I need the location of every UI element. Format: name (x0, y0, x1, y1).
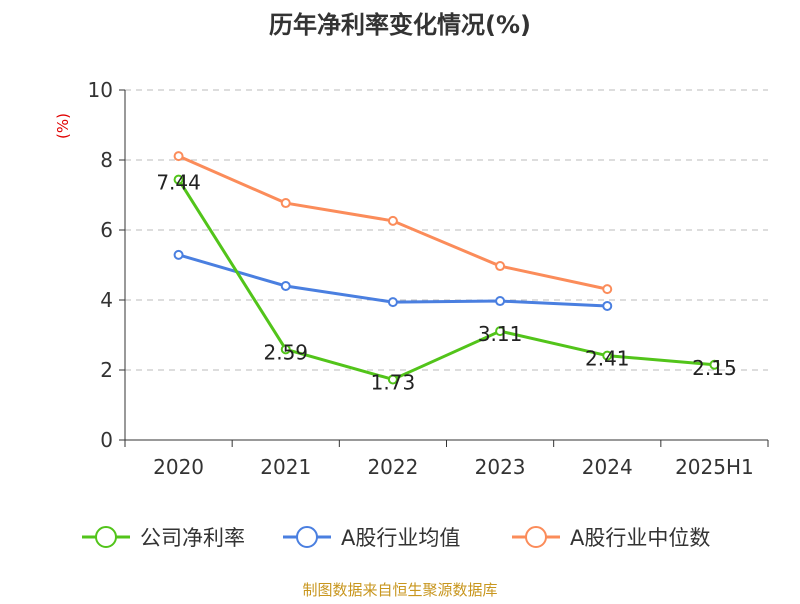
data-point (280, 281, 291, 291)
data-point (602, 284, 613, 295)
data-label: 1.73 (371, 370, 416, 394)
data-point (495, 261, 506, 272)
y-tick-label: 0 (100, 428, 113, 452)
x-tick-label: 2024 (582, 455, 633, 479)
data-point (709, 359, 720, 370)
data-point (280, 344, 291, 355)
data-label: 2.59 (263, 340, 308, 364)
y-tick-label: 6 (100, 218, 113, 242)
x-tick-label: 2022 (367, 455, 418, 479)
y-tick-label: 2 (100, 358, 113, 382)
chart-title: 历年净利率变化情况(%) (269, 11, 531, 39)
y-axis-label: (%) (54, 113, 72, 139)
legend-marker (525, 526, 547, 548)
x-tick-label: 2023 (475, 455, 526, 479)
data-point (602, 350, 613, 361)
legend-marker (95, 526, 117, 548)
legend-marker (296, 526, 318, 548)
data-point (173, 151, 184, 162)
data-label: 7.44 (156, 171, 201, 195)
data-point (387, 374, 398, 385)
data-point (173, 249, 184, 260)
y-tick-label: 4 (100, 288, 113, 312)
data-label: 2.41 (585, 347, 630, 371)
data-point (387, 297, 398, 308)
series-line (177, 178, 715, 382)
data-point (387, 215, 398, 226)
y-tick-label: 10 (88, 78, 113, 102)
legend-label: A股行业均值 (341, 526, 460, 550)
y-tick-label: 8 (100, 148, 113, 172)
x-tick-label: 2021 (260, 455, 311, 479)
data-point (173, 174, 184, 185)
data-point (280, 198, 291, 209)
data-point (495, 296, 506, 307)
data-point (495, 326, 506, 337)
x-tick-label: 2025H1 (675, 455, 754, 479)
legend-label: A股行业中位数 (570, 526, 710, 550)
legend-label: 公司净利率 (140, 526, 245, 550)
footer-source: 制图数据来自恒生聚源数据库 (302, 581, 497, 599)
data-point (602, 300, 613, 311)
data-label: 2.15 (692, 356, 737, 380)
data-label: 3.11 (478, 322, 523, 346)
x-tick-label: 2020 (153, 455, 204, 479)
